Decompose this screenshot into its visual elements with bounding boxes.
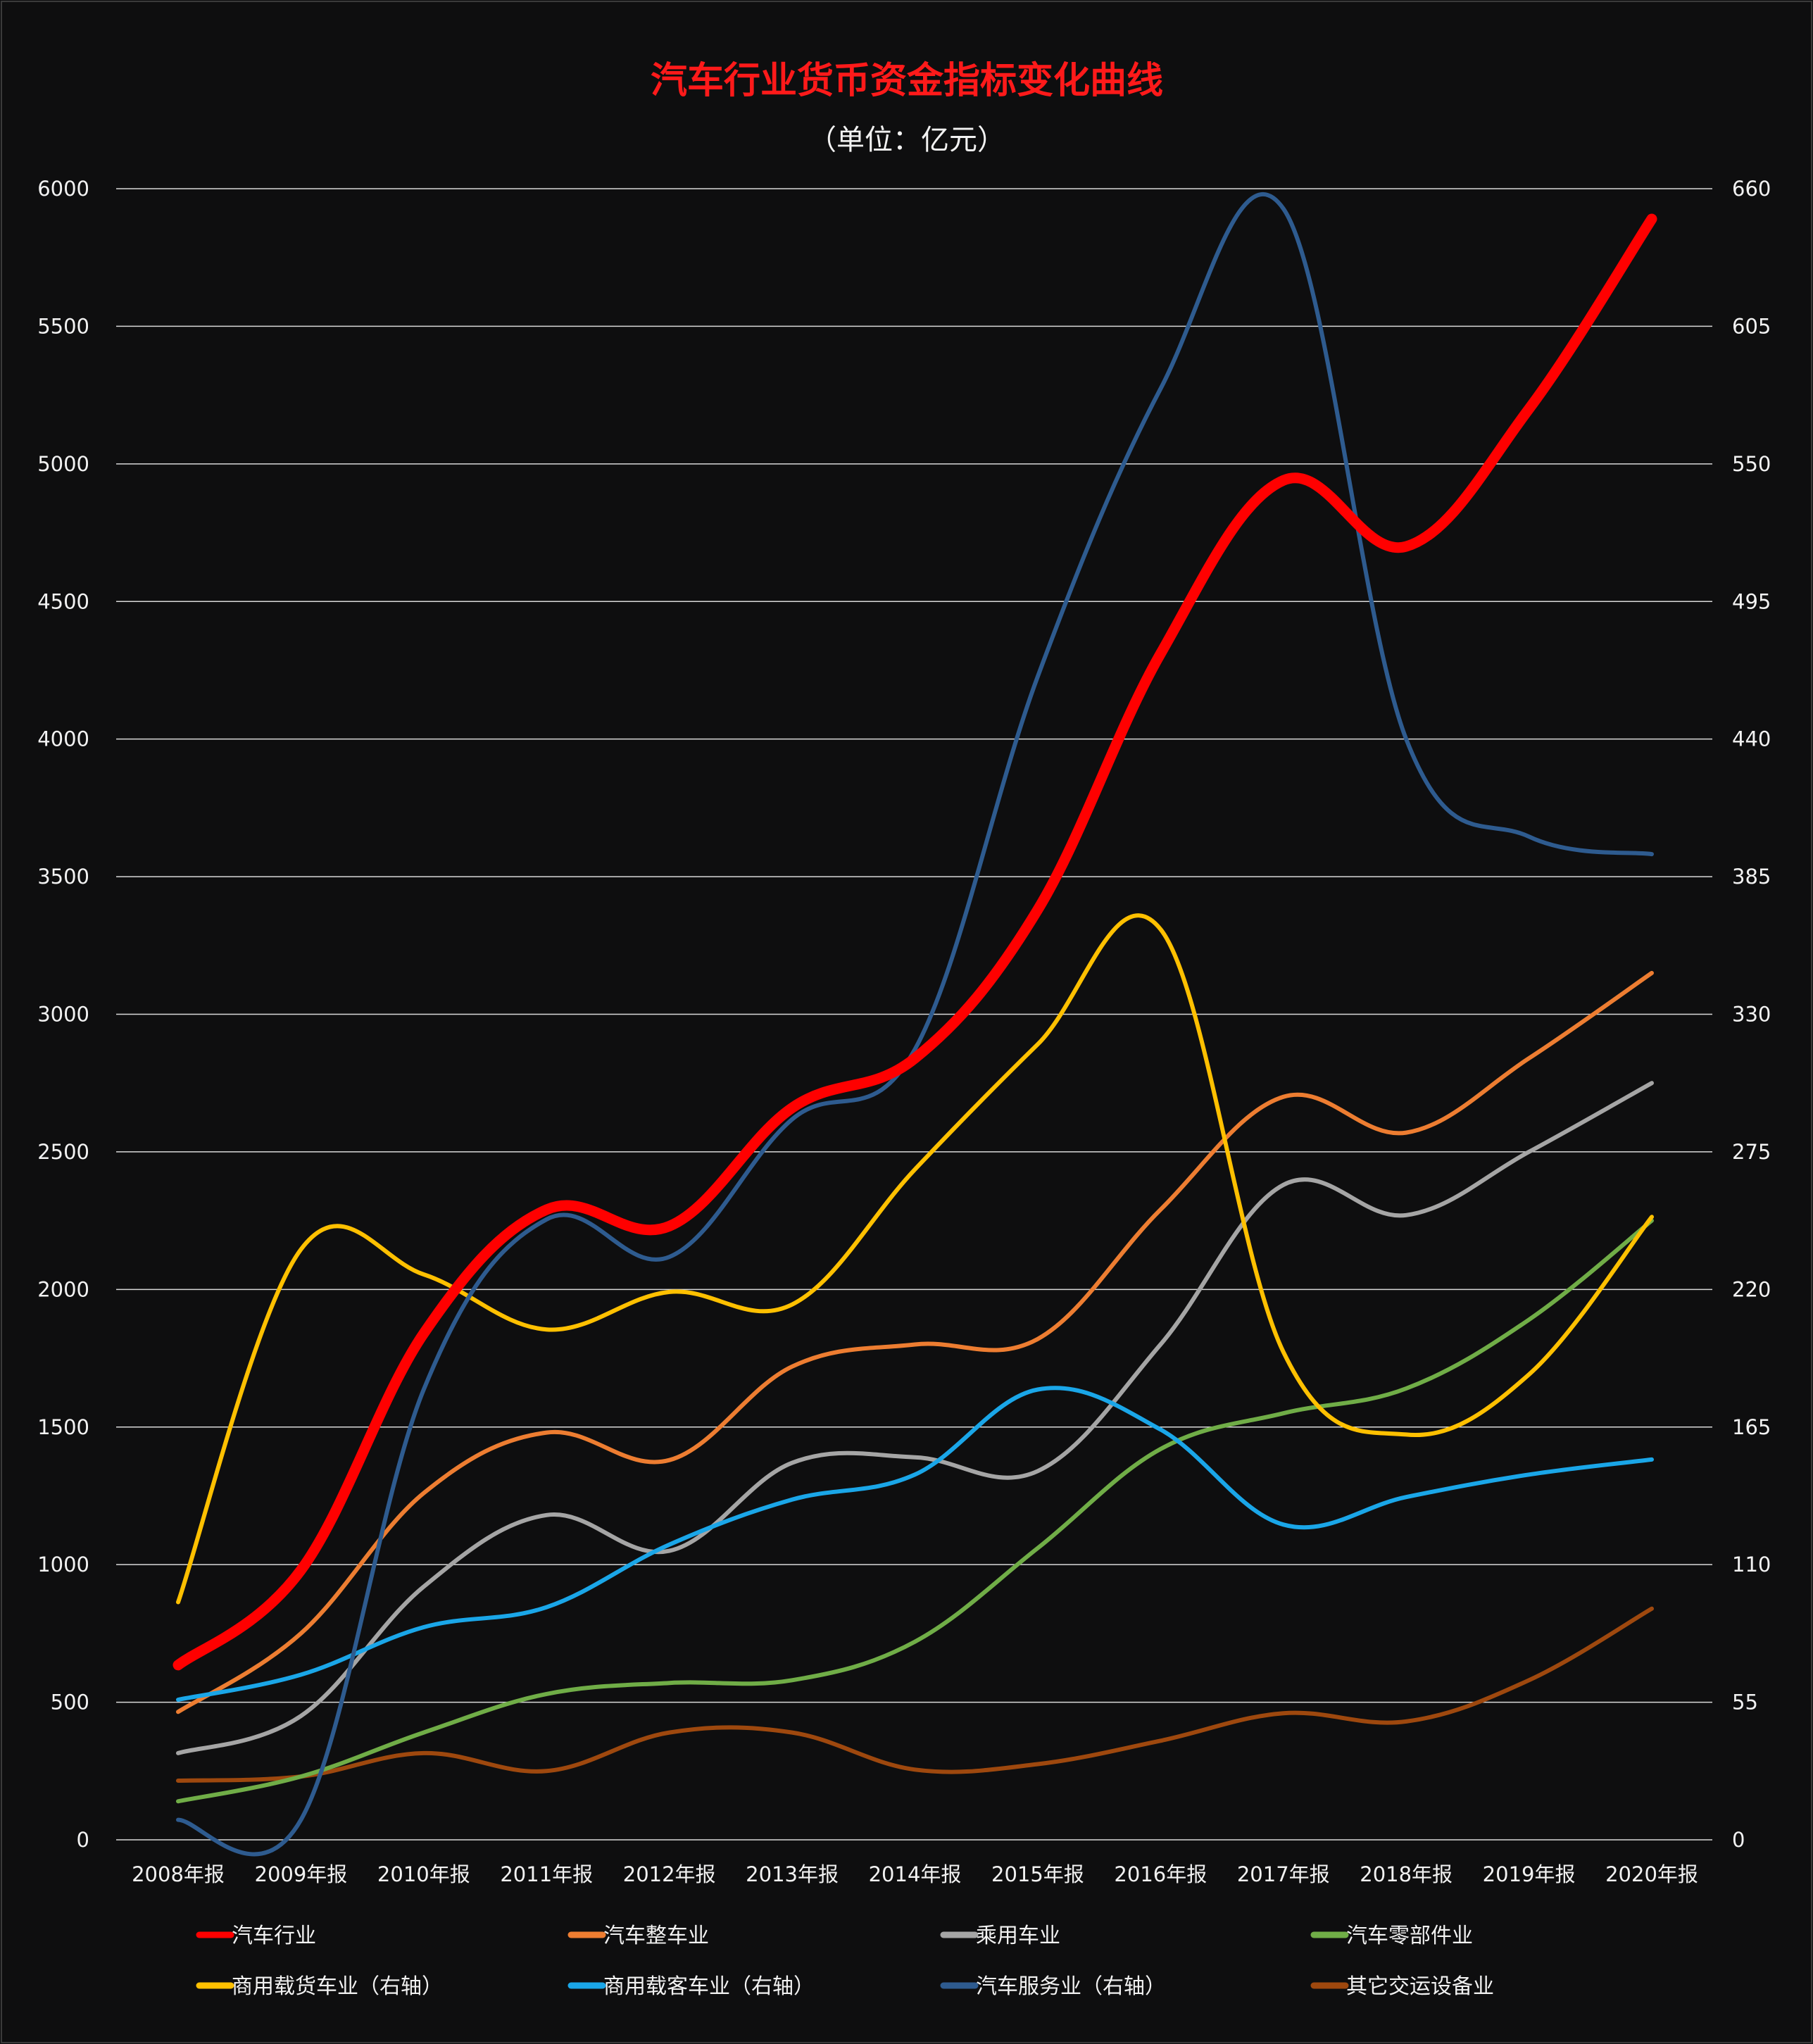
right-axis-ticks: 0 55 110 165 220 275 330 385 440 495 550 605 660 bbox=[1732, 177, 1771, 1852]
y-left-tick-label: 6000 bbox=[37, 177, 89, 201]
y-left-tick-label: 0 bbox=[77, 1828, 89, 1852]
y-right-tick-label: 165 bbox=[1732, 1415, 1771, 1439]
legend-label: 汽车零部件业 bbox=[1346, 1924, 1473, 1948]
x-axis-ticks: 2008年报 2009年报 2010年报 2011年报 2012年报 2013年报 2014… bbox=[132, 1862, 1698, 1886]
y-left-tick-label: 4000 bbox=[37, 727, 89, 751]
series-lines bbox=[172, 192, 1657, 1857]
legend-label: 汽车整车业 bbox=[603, 1924, 709, 1948]
series-line-2 bbox=[176, 1081, 1654, 1755]
legend-label: 汽车行业 bbox=[232, 1924, 316, 1948]
chart-title: 汽车行业货币资金指标变化曲线 bbox=[651, 60, 1163, 102]
series-line-7 bbox=[176, 1606, 1654, 1783]
y-right-tick-label: 495 bbox=[1732, 589, 1771, 613]
x-tick-label: 2008年报 bbox=[132, 1862, 225, 1886]
y-left-tick-label: 2500 bbox=[37, 1140, 89, 1164]
y-left-tick-label: 4500 bbox=[37, 589, 89, 613]
y-left-tick-label: 3000 bbox=[37, 1003, 89, 1027]
x-tick-label: 2015年报 bbox=[991, 1862, 1084, 1886]
y-right-tick-label: 110 bbox=[1732, 1553, 1771, 1576]
legend-label: 商用载客车业（右轴） bbox=[603, 1974, 815, 1999]
x-tick-label: 2019年报 bbox=[1483, 1862, 1576, 1886]
legend-label: 汽车服务业（右轴） bbox=[976, 1974, 1166, 1999]
x-tick-label: 2009年报 bbox=[255, 1862, 348, 1886]
y-right-tick-label: 440 bbox=[1732, 727, 1771, 751]
y-left-tick-label: 1500 bbox=[37, 1415, 89, 1439]
series-line-1 bbox=[176, 970, 1654, 1714]
y-right-tick-label: 605 bbox=[1732, 314, 1771, 338]
y-right-tick-label: 385 bbox=[1732, 865, 1771, 889]
y-right-tick-label: 660 bbox=[1732, 177, 1771, 201]
x-tick-label: 2013年报 bbox=[746, 1862, 839, 1886]
left-axis-ticks: 0 500 1000 1500 2000 2500 3000 3500 4000 4500 5000… bbox=[37, 177, 89, 1852]
y-left-tick-label: 1000 bbox=[37, 1553, 89, 1576]
gridlines bbox=[116, 188, 1712, 1841]
series-line-5 bbox=[176, 1386, 1654, 1703]
legend-label: 乘用车业 bbox=[976, 1924, 1060, 1948]
x-tick-label: 2016年报 bbox=[1114, 1862, 1207, 1886]
x-tick-label: 2010年报 bbox=[377, 1862, 470, 1886]
x-tick-label: 2020年报 bbox=[1605, 1862, 1698, 1886]
series-line-0 bbox=[172, 213, 1657, 1671]
y-right-tick-label: 330 bbox=[1732, 1003, 1771, 1027]
y-left-tick-label: 500 bbox=[51, 1691, 89, 1714]
y-right-tick-label: 220 bbox=[1732, 1277, 1771, 1301]
series-line-3 bbox=[176, 1218, 1654, 1804]
x-tick-label: 2011年报 bbox=[500, 1862, 593, 1886]
x-tick-label: 2017年报 bbox=[1237, 1862, 1330, 1886]
y-left-tick-label: 3500 bbox=[37, 865, 89, 889]
x-tick-label: 2014年报 bbox=[869, 1862, 962, 1886]
x-tick-label: 2018年报 bbox=[1360, 1862, 1453, 1886]
y-right-tick-label: 55 bbox=[1732, 1691, 1758, 1714]
legend-label: 其它交运设备业 bbox=[1346, 1974, 1494, 1999]
y-right-tick-label: 275 bbox=[1732, 1140, 1771, 1164]
series-line-6 bbox=[176, 192, 1654, 1857]
chart-subtitle: （单位：亿元） bbox=[808, 124, 1005, 156]
y-right-tick-label: 0 bbox=[1732, 1828, 1745, 1852]
y-left-tick-label: 5500 bbox=[37, 314, 89, 338]
x-tick-label: 2012年报 bbox=[623, 1862, 716, 1886]
y-left-tick-label: 5000 bbox=[37, 452, 89, 476]
y-right-tick-label: 550 bbox=[1732, 452, 1771, 476]
legend-label: 商用载货车业（右轴） bbox=[232, 1974, 443, 1999]
y-left-tick-label: 2000 bbox=[37, 1277, 89, 1301]
series-line-4 bbox=[176, 913, 1654, 1605]
